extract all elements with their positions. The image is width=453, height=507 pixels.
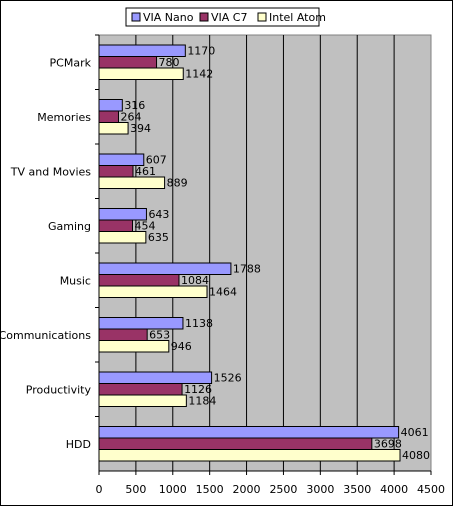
bar xyxy=(98,262,232,275)
data-label: 1788 xyxy=(233,263,261,276)
bar xyxy=(98,231,147,244)
x-tick-label: 0 xyxy=(96,483,103,496)
bar xyxy=(98,219,133,232)
data-label: 1526 xyxy=(214,372,242,385)
category-label: TV and Movies xyxy=(10,165,91,178)
data-label: 3698 xyxy=(374,438,402,451)
x-tick-label: 4000 xyxy=(380,483,408,496)
x-tick-label: 3500 xyxy=(343,483,371,496)
bar xyxy=(98,285,208,298)
x-tick-label: 2500 xyxy=(269,483,297,496)
category-label: Gaming xyxy=(48,220,91,233)
legend-label: Intel Atom xyxy=(269,11,326,24)
bar xyxy=(98,208,147,221)
bar xyxy=(98,437,373,450)
legend-label: VIA C7 xyxy=(211,11,247,24)
data-label: 889 xyxy=(167,177,188,190)
bar xyxy=(98,122,129,135)
category-label: Communications xyxy=(1,329,91,342)
legend-label: VIA Nano xyxy=(143,11,194,24)
data-label: 653 xyxy=(149,329,170,342)
data-label: 4080 xyxy=(402,449,430,462)
legend-swatch xyxy=(131,12,141,22)
data-label: 454 xyxy=(134,220,155,233)
bar xyxy=(98,449,401,462)
x-tick-label: 1000 xyxy=(159,483,187,496)
x-tick-label: 1500 xyxy=(196,483,224,496)
category-label: PCMark xyxy=(50,56,92,69)
data-label: 946 xyxy=(171,340,192,353)
bar xyxy=(98,274,180,287)
data-label: 1126 xyxy=(184,383,212,396)
category-label: HDD xyxy=(66,438,91,451)
data-label: 394 xyxy=(130,122,151,135)
data-label: 643 xyxy=(148,208,169,221)
legend-swatch xyxy=(199,12,209,22)
data-label: 780 xyxy=(159,56,180,69)
x-tick-label: 2000 xyxy=(233,483,261,496)
bar xyxy=(98,317,184,330)
bar xyxy=(98,340,170,353)
bar xyxy=(98,328,148,341)
data-label: 1184 xyxy=(188,395,216,408)
category-label: Productivity xyxy=(26,383,92,396)
bar xyxy=(98,153,145,166)
bar xyxy=(98,371,213,384)
bar xyxy=(98,176,166,189)
bar xyxy=(98,383,183,396)
bar xyxy=(98,394,187,407)
category-label: Music xyxy=(60,274,91,287)
data-label: 461 xyxy=(135,165,156,178)
bar xyxy=(98,110,119,123)
bar xyxy=(98,56,158,69)
bar xyxy=(98,426,400,439)
data-label: 316 xyxy=(124,99,145,112)
data-label: 1084 xyxy=(181,274,209,287)
data-label: 607 xyxy=(146,154,167,167)
category-label: Memories xyxy=(37,111,91,124)
data-label: 264 xyxy=(120,111,141,124)
legend-swatch xyxy=(257,12,267,22)
data-label: 1142 xyxy=(185,68,213,81)
x-tick-label: 500 xyxy=(125,483,146,496)
bar xyxy=(98,165,134,178)
data-label: 1464 xyxy=(209,286,237,299)
data-label: 1138 xyxy=(185,317,213,330)
data-label: 635 xyxy=(148,231,169,244)
data-label: 4061 xyxy=(401,426,429,439)
x-tick-label: 3000 xyxy=(306,483,334,496)
data-label: 1170 xyxy=(187,45,215,58)
bar xyxy=(98,99,123,112)
x-tick-label: 4500 xyxy=(417,483,445,496)
bar xyxy=(98,67,184,80)
bar xyxy=(98,44,186,57)
legend xyxy=(125,7,320,27)
